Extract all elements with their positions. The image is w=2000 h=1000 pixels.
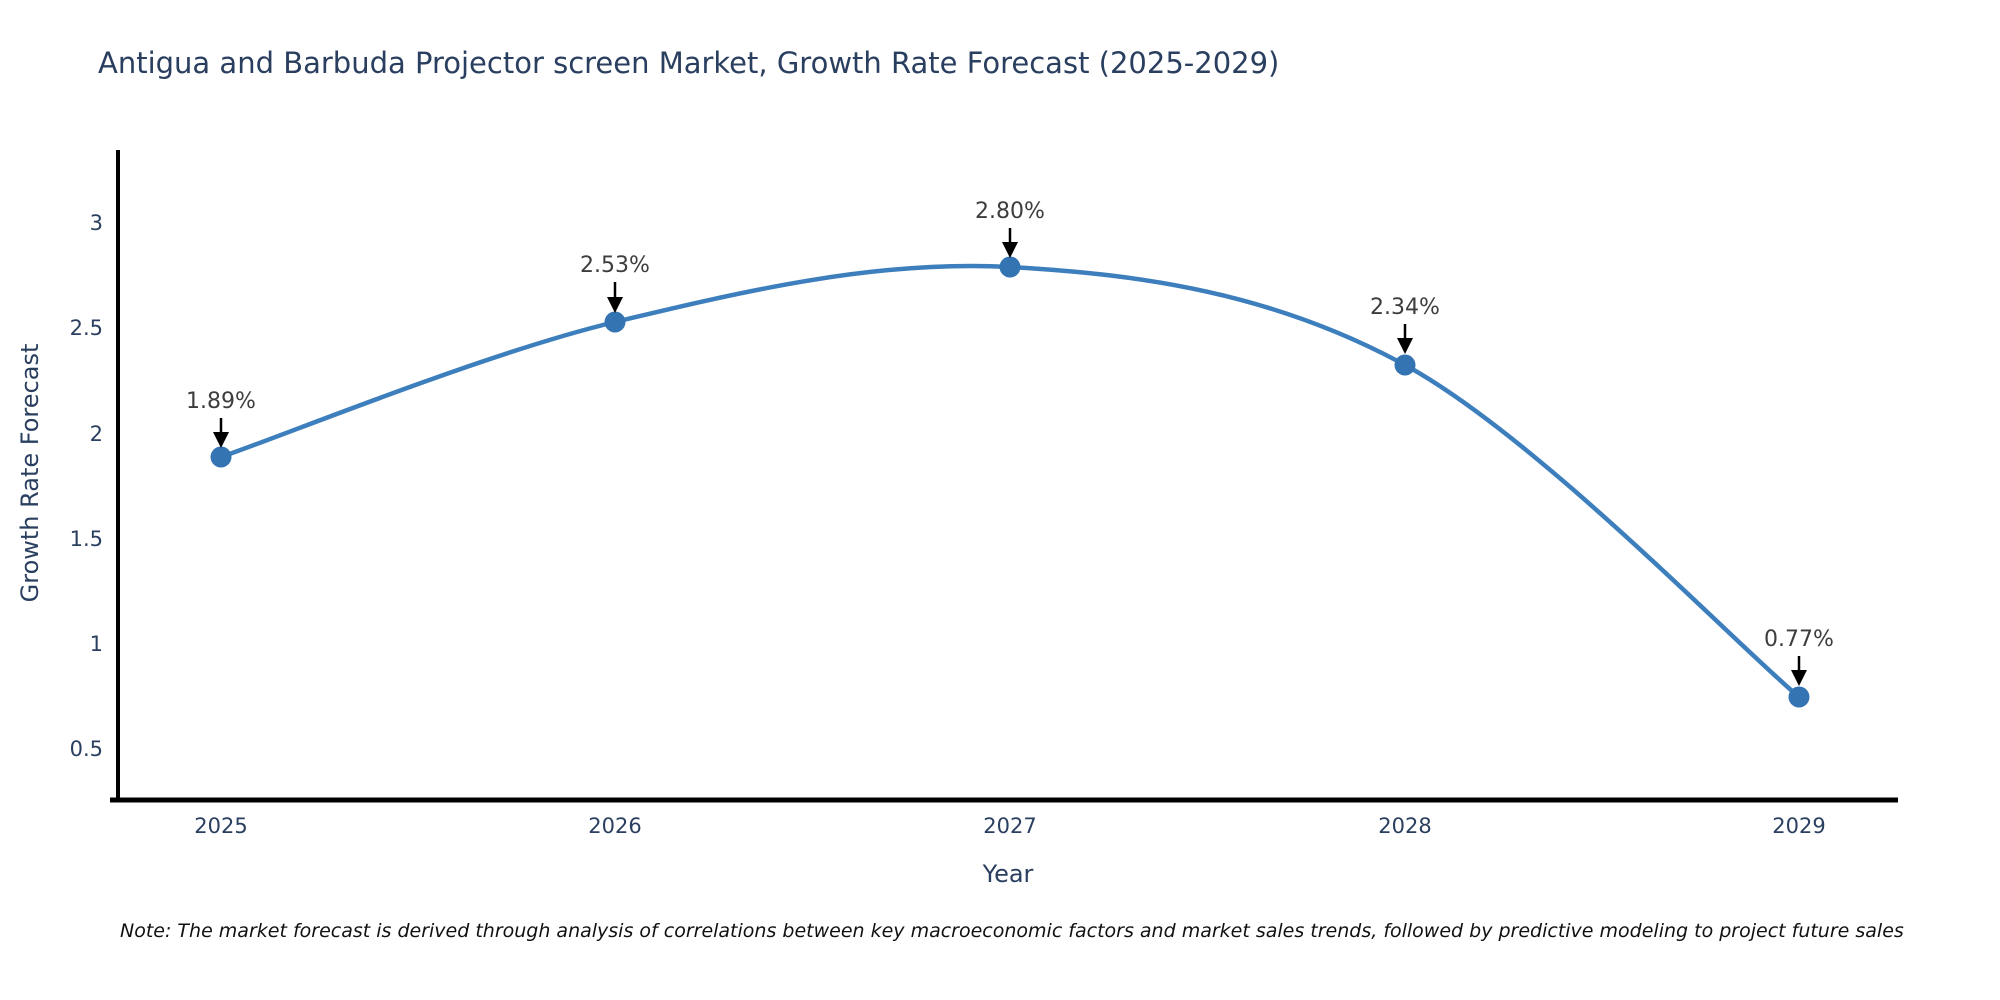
point-label-2026: 2.53% — [580, 253, 650, 278]
x-tick-2029: 2029 — [1772, 814, 1825, 838]
arrow-head-icon — [1791, 670, 1807, 686]
x-tick-2025: 2025 — [194, 814, 247, 838]
data-point-2029 — [1788, 686, 1810, 708]
annotation-arrow-2026 — [607, 282, 623, 313]
annotation-arrow-2029 — [1791, 656, 1807, 686]
arrow-head-icon — [607, 297, 623, 313]
data-point-2025 — [210, 446, 232, 468]
growth-rate-line — [218, 263, 1802, 700]
y-tick-1-5: 1.5 — [70, 527, 103, 551]
y-tick-1: 1 — [90, 632, 103, 656]
point-label-2027: 2.80% — [975, 199, 1045, 224]
y-tick-2-5: 2.5 — [70, 316, 103, 340]
x-tick-2027: 2027 — [983, 814, 1036, 838]
point-label-2028: 2.34% — [1370, 295, 1440, 320]
data-point-2028 — [1394, 354, 1416, 376]
point-label-2029: 0.77% — [1764, 627, 1834, 652]
annotation-arrow-2028 — [1397, 324, 1413, 354]
point-label-2025: 1.89% — [186, 389, 256, 414]
annotation-arrow-2025 — [213, 418, 229, 448]
data-point-2026 — [604, 311, 626, 333]
arrow-head-icon — [1002, 242, 1018, 258]
x-tick-2026: 2026 — [588, 814, 641, 838]
y-tick-3: 3 — [90, 211, 103, 235]
y-tick-2: 2 — [90, 422, 103, 446]
x-axis-title: Year — [982, 860, 1034, 888]
y-tick-0-5: 0.5 — [70, 737, 103, 761]
footnote: Note: The market forecast is derived thr… — [120, 920, 1904, 942]
data-point-2027 — [999, 256, 1021, 278]
y-axis-title: Growth Rate Forecast — [16, 344, 44, 603]
x-tick-2028: 2028 — [1378, 814, 1431, 838]
chart-title: Antigua and Barbuda Projector screen Mar… — [98, 46, 1280, 80]
arrow-head-icon — [213, 432, 229, 448]
annotation-arrow-2027 — [1002, 228, 1018, 258]
arrow-head-icon — [1397, 338, 1413, 354]
